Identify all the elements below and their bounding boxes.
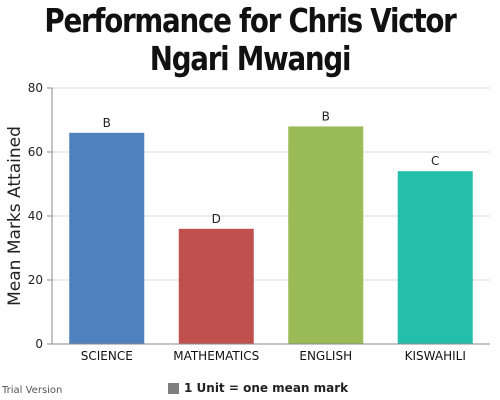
grade-label: B xyxy=(322,109,330,123)
grade-label: C xyxy=(431,154,439,168)
bar-mathematics xyxy=(178,228,254,344)
grade-label: B xyxy=(103,116,111,130)
y-tick-label: 80 xyxy=(28,81,43,95)
y-tick-label: 0 xyxy=(35,337,43,351)
y-axis-label: Mean Marks Attained xyxy=(5,126,25,306)
data-labels: B D B C xyxy=(103,109,440,225)
y-tick-label: 60 xyxy=(28,145,43,159)
y-tick-labels: 0 20 40 60 80 xyxy=(28,81,43,351)
bar-kiswahili xyxy=(397,171,473,344)
legend: 1 Unit = one mean mark xyxy=(168,381,348,395)
legend-label: 1 Unit = one mean mark xyxy=(184,381,349,395)
bars xyxy=(69,126,473,345)
x-tick-label: ENGLISH xyxy=(299,349,352,363)
x-tick-labels: SCIENCE MATHEMATICS ENGLISH KISWAHILI xyxy=(81,349,466,363)
watermark: Trial Version xyxy=(2,385,63,396)
bar-english xyxy=(288,126,364,345)
axes xyxy=(51,88,490,345)
grade-label: D xyxy=(212,212,221,226)
bar-science xyxy=(69,132,145,344)
x-tick-label: SCIENCE xyxy=(81,349,133,363)
legend-swatch xyxy=(168,382,179,394)
x-tick-label: MATHEMATICS xyxy=(173,349,259,363)
y-tick-label: 20 xyxy=(28,273,43,287)
x-tick-label: KISWAHILI xyxy=(405,349,466,363)
y-tick-label: 40 xyxy=(28,209,43,223)
chart-title: Performance for Chris Victor Ngari Mwang… xyxy=(44,1,456,78)
